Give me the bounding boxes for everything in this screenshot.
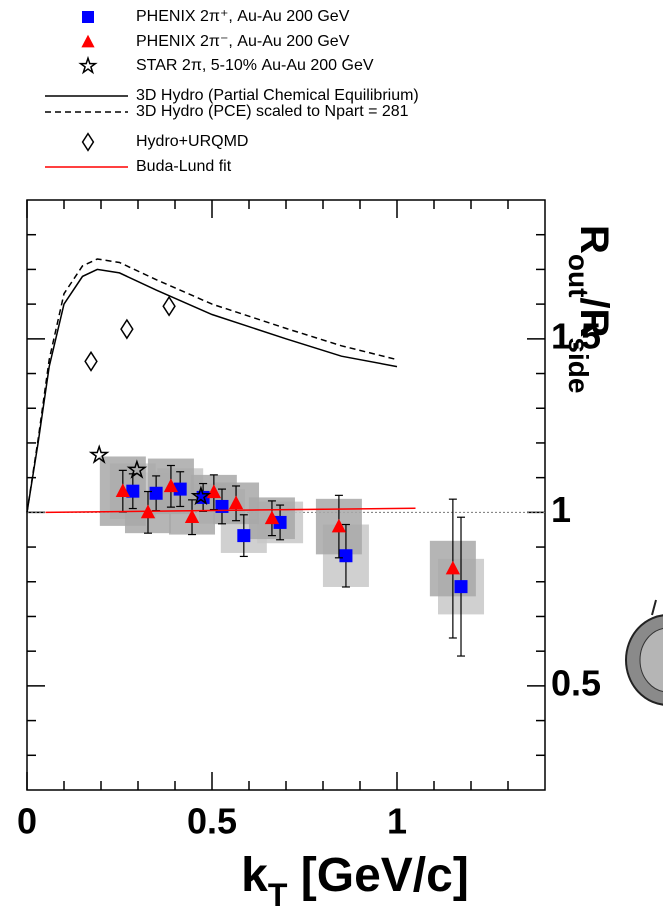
y-label-part: /R <box>572 297 616 337</box>
y-tick-label: 1 <box>551 489 571 530</box>
marker-star <box>190 485 212 506</box>
legend-label: STAR 2π, 5-10% Au-Au 200 GeV <box>136 57 374 74</box>
model-line <box>26 268 398 513</box>
marker-diamond <box>81 132 95 152</box>
marker-triangle <box>206 484 221 499</box>
marker-triangle <box>115 483 130 498</box>
marker-square <box>339 549 353 563</box>
y-label-part: R <box>572 225 616 254</box>
marker-triangle <box>184 509 200 524</box>
legend-label: PHENIX 2π⁻, Au-Au 200 GeV <box>136 33 350 50</box>
y-label-sub: out <box>563 254 594 298</box>
marker-square <box>149 486 163 500</box>
legend-label: 3D Hydro (Partial Chemical Equilibrium) <box>136 87 419 104</box>
legend-label: PHENIX 2π⁺, Au-Au 200 GeV <box>136 8 350 25</box>
x-axis-label: kT [GeV/c] <box>241 849 469 914</box>
marker-triangle <box>264 510 280 525</box>
marker-diamond <box>162 295 176 317</box>
model-line <box>26 258 398 513</box>
y-tick-label: 0.5 <box>551 662 601 703</box>
marker-star <box>126 459 148 479</box>
legend-label: Buda-Lund fit <box>136 158 232 175</box>
y-tick-label: 1.5 <box>551 315 601 356</box>
x-tick-label: 0.5 <box>187 801 237 842</box>
model-line <box>45 507 416 514</box>
marker-square <box>82 11 94 23</box>
x-label-part: k <box>241 849 268 902</box>
marker-diamond <box>84 350 98 372</box>
y-label-sub: side <box>563 337 594 393</box>
detector-image <box>625 599 663 706</box>
legend-label: Hydro+URQMD <box>136 133 248 150</box>
marker-square <box>454 580 468 594</box>
legend-label: 3D Hydro (PCE) scaled to Npart = 281 <box>136 103 409 120</box>
x-tick-label: 1 <box>387 801 407 842</box>
marker-triangle <box>228 495 244 510</box>
x-tick-label: 0 <box>17 801 37 842</box>
marker-triangle <box>445 560 461 575</box>
marker-triangle <box>163 478 179 493</box>
marker-triangle <box>81 34 95 48</box>
marker-square <box>126 484 140 498</box>
marker-star <box>78 55 98 75</box>
marker-star <box>88 444 110 464</box>
y-axis-label: Rout/Rside <box>563 225 617 393</box>
marker-diamond <box>120 318 134 340</box>
marker-triangle <box>331 518 347 533</box>
x-label-sub: T <box>268 877 288 913</box>
x-label-part: [GeV/c] <box>287 849 468 902</box>
marker-square <box>273 515 287 529</box>
marker-square <box>237 529 251 543</box>
marker-square <box>173 482 187 496</box>
